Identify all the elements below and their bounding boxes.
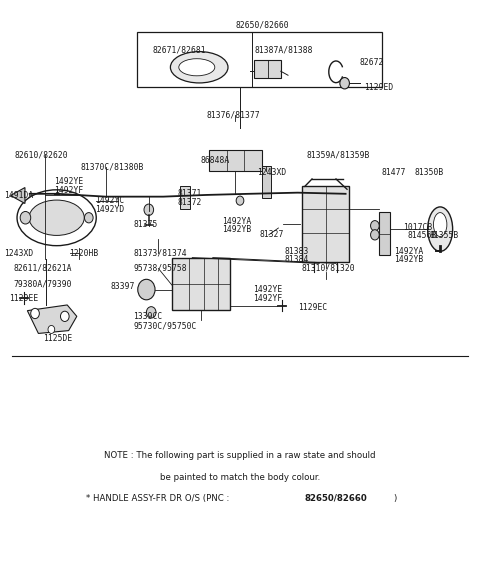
Text: 1492YE: 1492YE xyxy=(54,177,83,186)
Text: 82650/82660: 82650/82660 xyxy=(235,20,289,29)
Circle shape xyxy=(236,196,244,205)
Text: 1492YB: 1492YB xyxy=(222,225,251,234)
Text: 82610/82620: 82610/82620 xyxy=(14,150,68,160)
Polygon shape xyxy=(11,188,25,203)
Text: 1491DA: 1491DA xyxy=(4,191,33,200)
Text: 81355B: 81355B xyxy=(430,231,459,241)
Bar xyxy=(180,186,190,209)
Circle shape xyxy=(371,221,379,231)
Text: 1129EC: 1129EC xyxy=(298,303,327,312)
Circle shape xyxy=(20,211,31,224)
Text: 81384: 81384 xyxy=(285,255,309,264)
Text: 1492YB: 1492YB xyxy=(395,255,424,264)
Text: 1492YC: 1492YC xyxy=(95,196,124,205)
Circle shape xyxy=(144,204,154,215)
Text: ): ) xyxy=(394,494,397,503)
Text: 1492YA: 1492YA xyxy=(222,217,251,226)
Text: 1492YD: 1492YD xyxy=(95,205,124,214)
Text: 81371: 81371 xyxy=(178,189,202,198)
Text: 1129EE: 1129EE xyxy=(9,294,38,303)
Ellipse shape xyxy=(428,207,453,251)
Bar xyxy=(254,60,281,78)
Ellipse shape xyxy=(29,200,84,235)
Text: 81327: 81327 xyxy=(259,230,284,239)
Text: 1125DE: 1125DE xyxy=(43,333,72,343)
Text: 81387A/81388: 81387A/81388 xyxy=(254,45,313,54)
Text: 79380A/79390: 79380A/79390 xyxy=(13,279,72,288)
Text: 81456B: 81456B xyxy=(407,231,436,241)
Circle shape xyxy=(84,213,93,223)
Text: 81359A/81359B: 81359A/81359B xyxy=(306,150,370,160)
Ellipse shape xyxy=(433,213,447,237)
Ellipse shape xyxy=(170,52,228,83)
Bar xyxy=(209,150,262,171)
Text: 1492YF: 1492YF xyxy=(54,186,83,195)
Text: * HANDLE ASSY-FR DR O/S (PNC :: * HANDLE ASSY-FR DR O/S (PNC : xyxy=(86,494,232,503)
Text: 81383: 81383 xyxy=(285,247,309,256)
Bar xyxy=(137,32,382,87)
Text: 1492YA: 1492YA xyxy=(395,247,424,256)
Text: 1220HB: 1220HB xyxy=(69,249,98,258)
Bar xyxy=(262,166,271,198)
Text: 82672: 82672 xyxy=(360,58,384,67)
Text: 1243XD: 1243XD xyxy=(4,249,33,258)
Circle shape xyxy=(138,279,155,300)
Text: 1243XD: 1243XD xyxy=(257,168,286,177)
Text: 1492YF: 1492YF xyxy=(253,294,283,303)
Circle shape xyxy=(146,307,156,318)
Text: 82611/82621A: 82611/82621A xyxy=(13,264,72,273)
Circle shape xyxy=(60,311,69,321)
Circle shape xyxy=(371,230,379,240)
Text: 81375: 81375 xyxy=(133,219,158,229)
Text: 81310/81320: 81310/81320 xyxy=(301,264,355,273)
Text: NOTE : The following part is supplied in a raw state and should: NOTE : The following part is supplied in… xyxy=(104,451,376,461)
Text: 95730C/95750C: 95730C/95750C xyxy=(133,321,197,331)
Bar xyxy=(302,186,349,262)
Text: 1339CC: 1339CC xyxy=(133,312,163,321)
Circle shape xyxy=(31,308,39,319)
Text: 81477: 81477 xyxy=(382,168,406,177)
Text: 83397: 83397 xyxy=(110,282,135,291)
Text: 1492YE: 1492YE xyxy=(253,285,283,294)
Text: 82671/82681: 82671/82681 xyxy=(153,45,206,54)
Circle shape xyxy=(48,325,55,333)
Text: 81373/81374: 81373/81374 xyxy=(133,249,187,258)
Text: 81350B: 81350B xyxy=(414,168,444,177)
Text: be painted to match the body colour.: be painted to match the body colour. xyxy=(160,473,320,482)
Text: 81370C/81380B: 81370C/81380B xyxy=(81,162,144,172)
Circle shape xyxy=(340,78,349,89)
Text: 81372: 81372 xyxy=(178,198,202,207)
Polygon shape xyxy=(27,305,77,333)
Text: 95738/95758: 95738/95758 xyxy=(133,264,187,273)
Text: 86848A: 86848A xyxy=(201,156,230,165)
Ellipse shape xyxy=(179,59,215,76)
Text: 1017CB: 1017CB xyxy=(403,223,432,232)
Bar xyxy=(172,258,230,310)
Text: 82650/82660: 82650/82660 xyxy=(304,494,367,503)
Text: 81376/81377: 81376/81377 xyxy=(206,111,260,120)
Bar xyxy=(379,212,390,255)
Text: 1129ED: 1129ED xyxy=(364,83,393,92)
